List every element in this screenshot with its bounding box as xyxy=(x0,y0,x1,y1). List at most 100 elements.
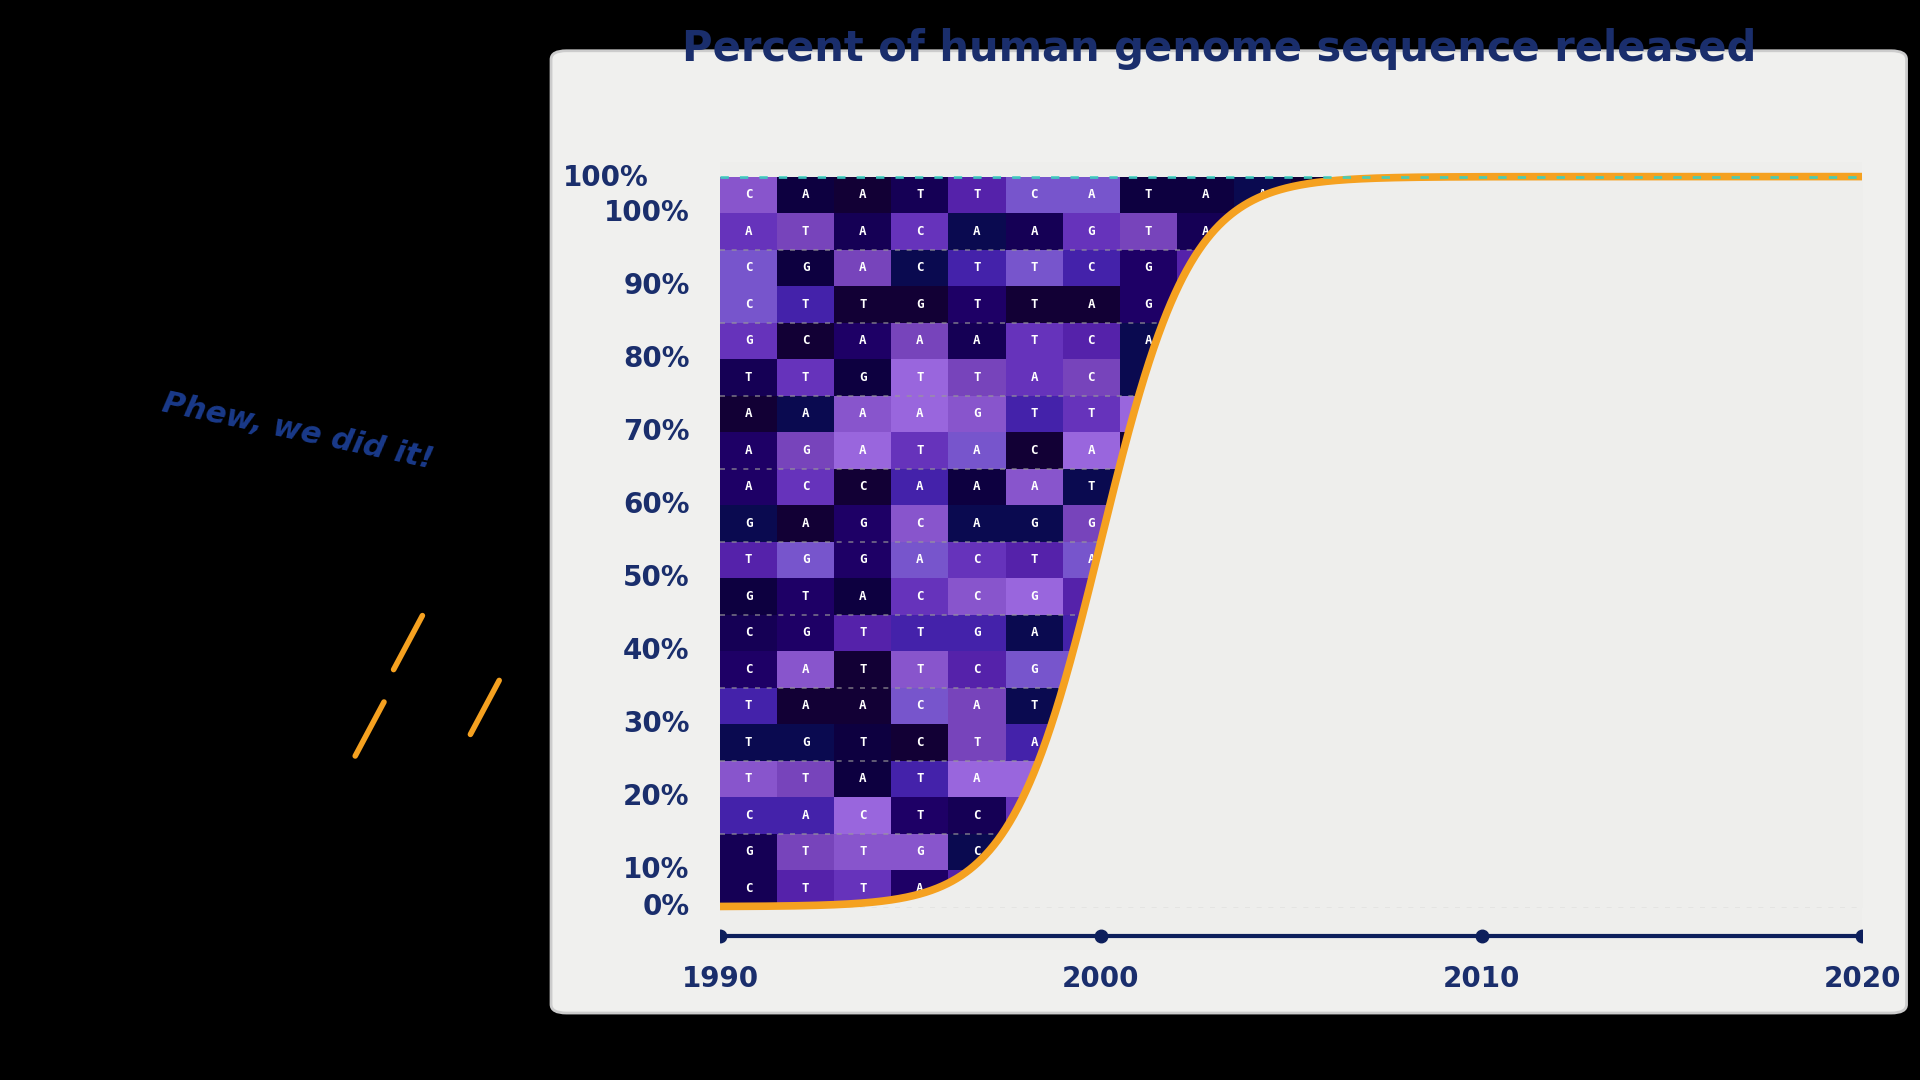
Bar xyxy=(1292,688,1348,724)
Text: T: T xyxy=(916,444,924,457)
Text: A: A xyxy=(1544,335,1551,348)
Text: T: T xyxy=(1144,188,1152,201)
Bar xyxy=(1235,578,1292,615)
Text: C: C xyxy=(1373,882,1380,895)
Text: A: A xyxy=(1716,590,1724,603)
Bar xyxy=(1235,651,1292,688)
Text: T: T xyxy=(1488,553,1496,566)
Bar xyxy=(720,724,778,760)
Bar xyxy=(835,395,891,432)
Bar xyxy=(948,395,1006,432)
Text: C: C xyxy=(1488,735,1496,748)
Bar xyxy=(1634,724,1692,760)
Bar xyxy=(1177,760,1235,797)
Text: T: T xyxy=(1659,517,1667,530)
Text: A: A xyxy=(1144,553,1152,566)
Bar xyxy=(1348,541,1405,578)
Text: C: C xyxy=(1601,335,1609,348)
Text: G: G xyxy=(1430,663,1438,676)
Bar xyxy=(778,469,835,505)
Text: T: T xyxy=(1772,882,1780,895)
Text: A: A xyxy=(1488,225,1496,238)
Bar xyxy=(891,541,948,578)
Bar xyxy=(1405,541,1463,578)
Bar xyxy=(720,469,778,505)
Bar xyxy=(1749,615,1805,651)
Bar xyxy=(1006,177,1064,213)
Bar xyxy=(1463,615,1521,651)
Bar xyxy=(835,651,891,688)
Bar xyxy=(720,615,778,651)
Text: G: G xyxy=(745,590,753,603)
Bar xyxy=(1006,615,1064,651)
Text: G: G xyxy=(1772,553,1780,566)
Bar xyxy=(1405,469,1463,505)
Text: G: G xyxy=(1087,517,1094,530)
Bar xyxy=(778,615,835,651)
Bar xyxy=(1235,213,1292,249)
Text: A: A xyxy=(1031,882,1039,895)
Text: C: C xyxy=(1716,481,1724,494)
Text: C: C xyxy=(745,261,753,274)
Text: G: G xyxy=(1830,590,1837,603)
Bar xyxy=(1348,724,1405,760)
Text: T: T xyxy=(1659,809,1667,822)
Text: C: C xyxy=(1544,261,1551,274)
Text: C: C xyxy=(1601,626,1609,639)
Text: A: A xyxy=(1430,626,1438,639)
Bar xyxy=(948,688,1006,724)
Bar xyxy=(720,249,778,286)
Text: 1990: 1990 xyxy=(682,966,758,993)
Text: T: T xyxy=(1315,882,1323,895)
Bar xyxy=(948,797,1006,834)
Bar xyxy=(948,578,1006,615)
Text: C: C xyxy=(1830,444,1837,457)
Bar xyxy=(1692,432,1749,469)
Text: C: C xyxy=(1716,735,1724,748)
Bar xyxy=(1805,615,1862,651)
Bar xyxy=(778,688,835,724)
Text: 100%: 100% xyxy=(603,199,689,227)
Bar xyxy=(1177,834,1235,870)
Bar xyxy=(1292,760,1348,797)
Bar xyxy=(1177,578,1235,615)
Bar xyxy=(1292,213,1348,249)
Text: 70%: 70% xyxy=(622,418,689,446)
Text: T: T xyxy=(1830,735,1837,748)
Text: G: G xyxy=(1772,700,1780,713)
Text: C: C xyxy=(1544,225,1551,238)
Text: A: A xyxy=(1202,735,1210,748)
Bar xyxy=(1177,870,1235,906)
Bar xyxy=(778,797,835,834)
Bar xyxy=(1634,834,1692,870)
Text: T: T xyxy=(916,663,924,676)
Text: T: T xyxy=(1373,335,1380,348)
Text: G: G xyxy=(973,407,981,420)
Bar xyxy=(1692,797,1749,834)
Text: 2020: 2020 xyxy=(1824,966,1901,993)
Text: G: G xyxy=(858,553,866,566)
Text: A: A xyxy=(1031,809,1039,822)
Bar xyxy=(1634,432,1692,469)
Bar xyxy=(1463,688,1521,724)
Text: T: T xyxy=(1544,590,1551,603)
Bar xyxy=(1692,615,1749,651)
Text: T: T xyxy=(745,370,753,383)
Text: A: A xyxy=(858,261,866,274)
Text: C: C xyxy=(1202,298,1210,311)
Text: A: A xyxy=(1772,809,1780,822)
Bar xyxy=(1119,541,1177,578)
Bar xyxy=(1805,286,1862,323)
Text: C: C xyxy=(1087,335,1094,348)
Text: 80%: 80% xyxy=(622,346,689,373)
Text: A: A xyxy=(1430,261,1438,274)
Text: C: C xyxy=(1315,772,1323,785)
Bar xyxy=(1634,177,1692,213)
Bar xyxy=(1177,615,1235,651)
Bar xyxy=(778,286,835,323)
Text: C: C xyxy=(1601,370,1609,383)
Bar xyxy=(1292,177,1348,213)
Bar xyxy=(1119,249,1177,286)
Text: C: C xyxy=(916,590,924,603)
Bar xyxy=(1749,249,1805,286)
